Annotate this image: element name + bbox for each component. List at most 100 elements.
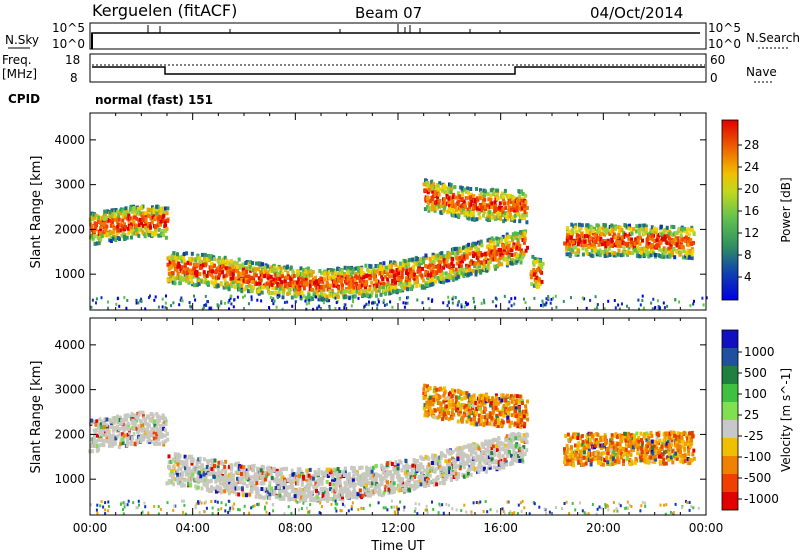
power-cell (469, 202, 473, 207)
power-cell (645, 251, 649, 256)
power-cell (278, 286, 282, 291)
velocity-cell (293, 494, 297, 499)
power-cell (291, 269, 295, 274)
power-cell (467, 216, 471, 221)
velocity-cell (358, 481, 362, 486)
power-cell (398, 297, 401, 301)
velocity-cell (114, 436, 118, 441)
velocity-cell (330, 469, 334, 474)
freq-tick-low: 8 (70, 71, 78, 85)
power-cell (198, 256, 202, 261)
velocity-cell (124, 416, 128, 421)
power-cell (207, 300, 209, 304)
power-cell (131, 231, 135, 236)
velocity-cell (167, 479, 171, 484)
power-cell (461, 259, 464, 264)
power-cell (458, 195, 462, 200)
power-cell (692, 302, 695, 306)
power-cell (117, 213, 121, 218)
velocity-cell (345, 482, 349, 487)
power-cell (276, 272, 280, 277)
power-cell (460, 305, 463, 309)
velocity-cell (245, 470, 249, 475)
velocity-cell (282, 467, 286, 471)
power-cell (681, 255, 685, 260)
velocity-cell (173, 453, 177, 458)
power-cell (173, 262, 177, 267)
power-cell (149, 225, 153, 230)
velocity-cell (245, 493, 248, 498)
velocity-cell (342, 473, 346, 477)
nsearch-tick-high: 10^5 (708, 21, 741, 35)
power-cell (690, 227, 694, 232)
velocity-cell (105, 423, 109, 428)
velocity-cell (169, 480, 173, 485)
power-cell (524, 301, 527, 305)
power-cell (456, 303, 459, 307)
velocity-cell (184, 472, 188, 477)
velocity-cell (300, 482, 304, 487)
power-cell (99, 228, 103, 233)
power-cell (569, 231, 573, 235)
power-cell (465, 253, 469, 258)
power-cell (301, 272, 305, 277)
power-cell (231, 265, 235, 269)
power-cell (256, 298, 259, 302)
velocity-cell (388, 471, 392, 476)
power-cell (435, 203, 439, 208)
power-cell (490, 253, 494, 258)
power-cell (242, 278, 246, 283)
velocity-cell (352, 486, 356, 491)
power-cell (402, 301, 405, 305)
beam-title: Beam 07 (355, 4, 422, 22)
power-cell (642, 306, 645, 310)
power-cell (493, 209, 497, 214)
power-cell (98, 219, 102, 224)
power-cell (191, 257, 195, 262)
velocity-cell (304, 498, 308, 503)
power-cell (159, 206, 163, 211)
power-cell (473, 264, 476, 269)
velocity-cell (307, 473, 311, 478)
velocity-cell (294, 478, 298, 483)
power-cell (445, 274, 449, 279)
power-cell (242, 267, 246, 272)
power-cell (585, 230, 589, 235)
power-cell (502, 219, 506, 224)
velocity-cell (246, 473, 250, 478)
power-cell (129, 235, 133, 240)
velocity-cell (390, 490, 394, 495)
power-cell (661, 236, 664, 241)
power-cell (311, 270, 315, 274)
power-cell (269, 282, 272, 287)
velocity-cell (311, 496, 315, 501)
power-cell (509, 212, 512, 217)
power-cell (430, 179, 434, 184)
power-cell (635, 224, 639, 229)
power-cell (280, 283, 284, 288)
velocity-cell (141, 414, 145, 419)
power-cell (258, 281, 262, 286)
power-cell (182, 270, 186, 274)
velocity-cell (154, 439, 158, 444)
power-cell (465, 269, 469, 274)
power-cell (486, 212, 490, 217)
power-cell (628, 243, 632, 247)
velocity-cell (131, 421, 135, 426)
power-cell (573, 245, 577, 250)
power-cell (271, 285, 275, 290)
power-cell (370, 290, 374, 295)
power-cell (208, 306, 211, 310)
velocity-cell (370, 469, 374, 474)
power-cell (193, 294, 195, 298)
power-cell (427, 283, 431, 288)
power-cell (270, 290, 274, 295)
power-cell (659, 254, 663, 259)
velocity-cell (185, 457, 189, 462)
velocity-cell (174, 460, 178, 464)
velocity-cell (127, 426, 131, 431)
power-cell (467, 190, 470, 195)
power-cell (228, 298, 231, 302)
power-cell (652, 251, 656, 256)
